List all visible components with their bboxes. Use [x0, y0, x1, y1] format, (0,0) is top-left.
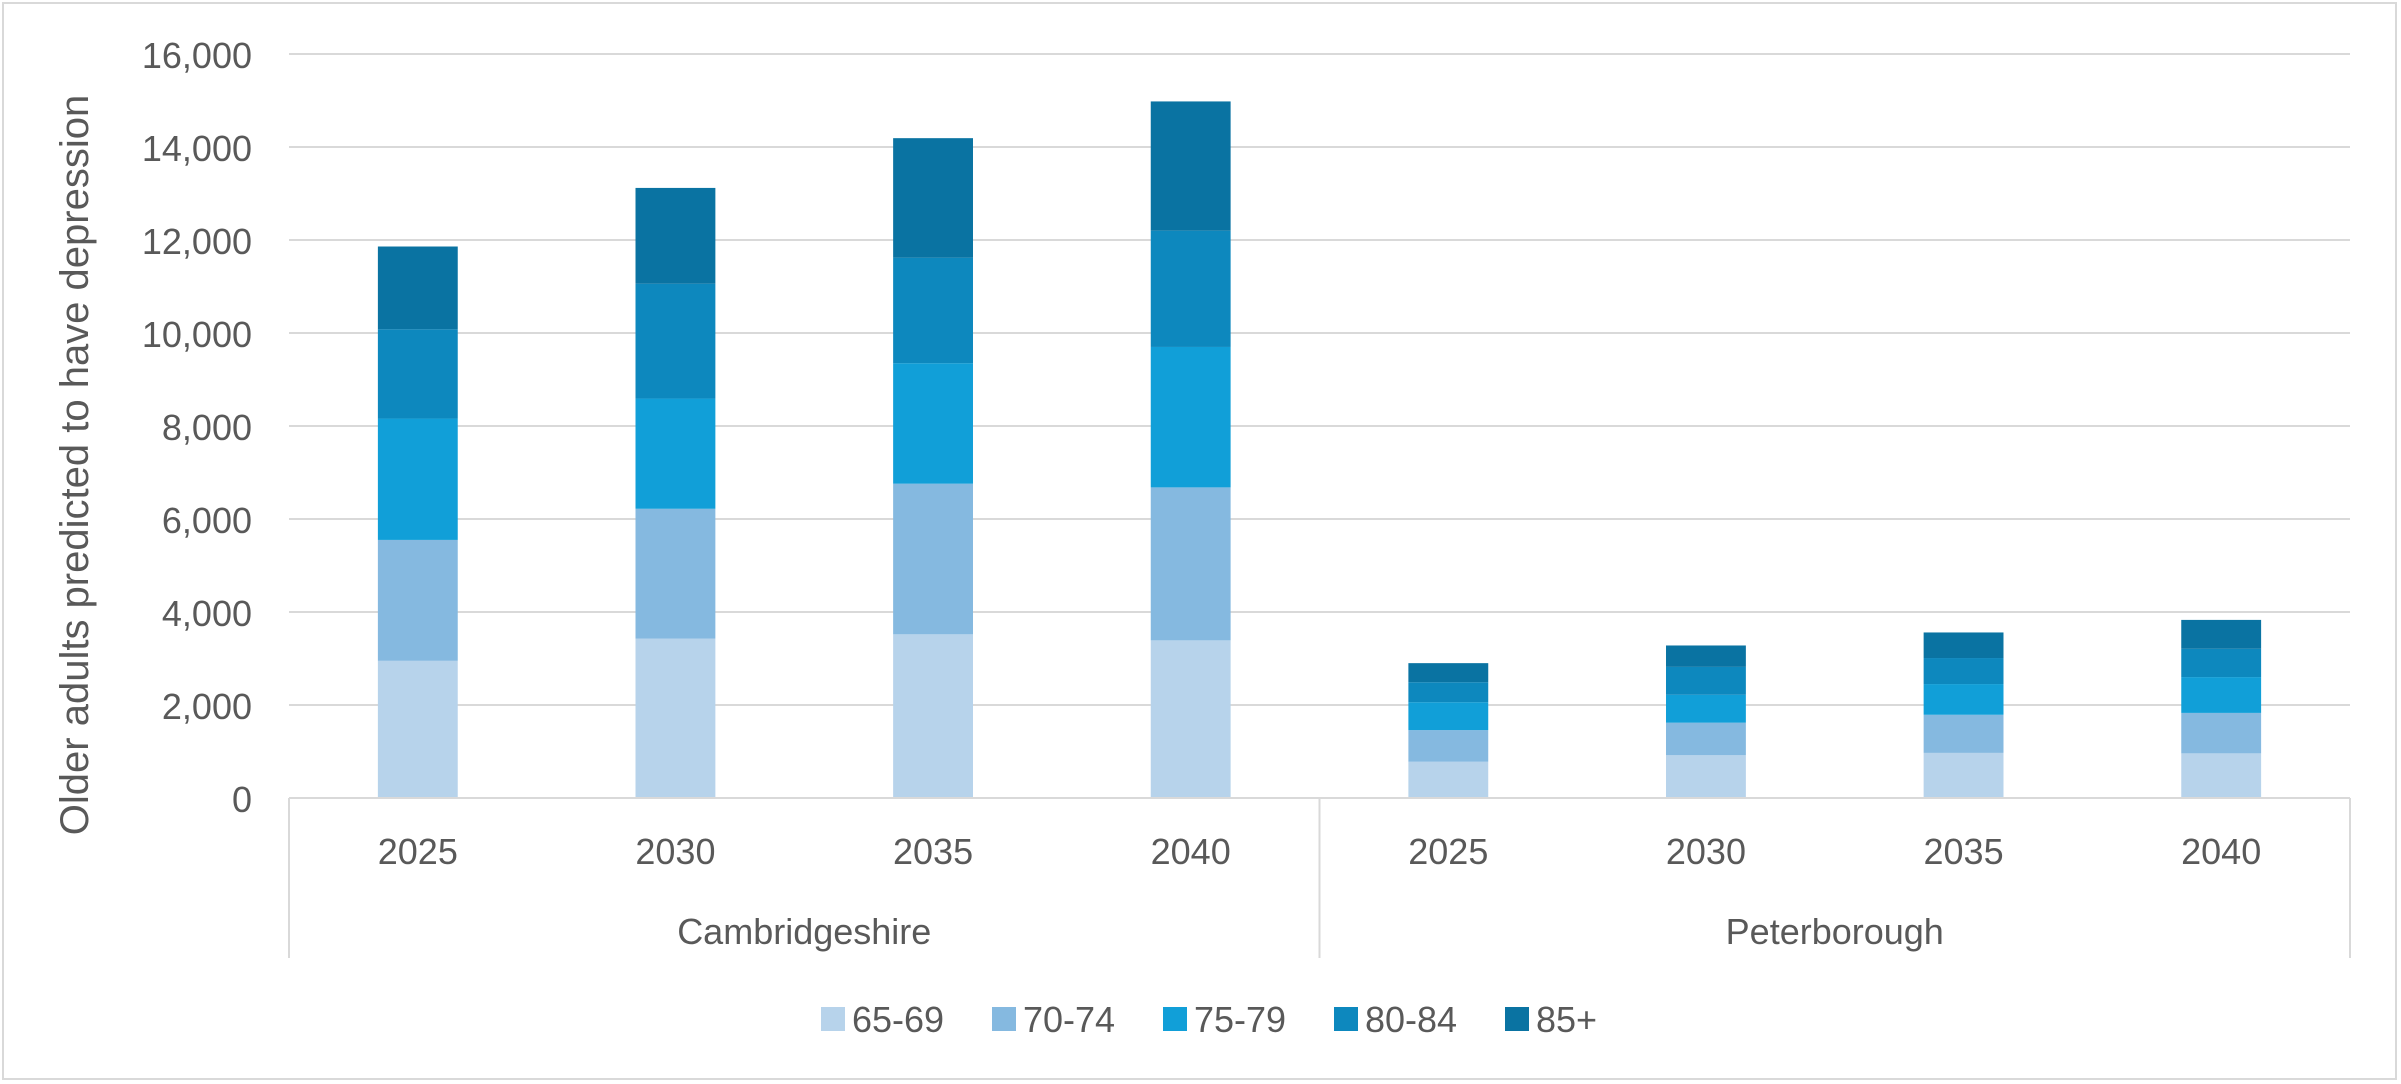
bar-segment [893, 634, 973, 798]
legend-label: 75-79 [1194, 999, 1286, 1040]
y-tick-label: 12,000 [142, 221, 252, 262]
bar-segment [1150, 230, 1231, 347]
bar-segment [2181, 619, 2262, 649]
x-tick-labels: 2025 2030 2035 2040 Cambridgeshire 2025 2030 20… [378, 831, 2261, 952]
legend-swatch [1334, 1007, 1358, 1031]
group-label: Peterborough [1726, 911, 1944, 952]
bar-segment [377, 418, 458, 540]
legend-item: 80-84 [1334, 999, 1457, 1040]
bar-segment [1150, 640, 1231, 798]
legend: 65-69 70-74 75-79 80-84 85+ [821, 999, 1597, 1040]
y-tick-label: 4,000 [162, 593, 252, 634]
group-label: Cambridgeshire [677, 911, 931, 952]
bar-segment [1408, 761, 1489, 798]
y-tick-label: 2,000 [162, 686, 252, 727]
bar-segment [635, 187, 716, 284]
bar-segment [1666, 755, 1746, 798]
bar-segment [2181, 677, 2262, 713]
x-tick-label: 2030 [1666, 831, 1746, 872]
stacked-bar-chart: 0 2,000 4,000 6,000 8,000 10,000 12,000 14,000 1… [53, 35, 2351, 1040]
y-tick-label: 8,000 [162, 407, 252, 448]
legend-item: 70-74 [992, 999, 1115, 1040]
bar-segment [377, 246, 458, 330]
y-tick-label: 16,000 [142, 35, 252, 76]
bar-segment [377, 660, 458, 798]
legend-swatch [1163, 1007, 1187, 1031]
legend-label: 70-74 [1023, 999, 1115, 1040]
legend-label: 65-69 [852, 999, 944, 1040]
bar-segment [1150, 346, 1231, 488]
bar-segment [893, 138, 973, 258]
bar-segment [1408, 702, 1489, 731]
y-tick-label: 0 [232, 779, 252, 820]
x-tick-label: 2040 [1151, 831, 1231, 872]
x-tick-label: 2035 [1924, 831, 2004, 872]
x-tick-label: 2040 [2181, 831, 2261, 872]
x-tick-label: 2035 [893, 831, 973, 872]
bar-segment [377, 329, 458, 419]
bar-segment [893, 363, 973, 484]
bar-segment [2181, 648, 2262, 678]
legend-swatch [992, 1007, 1016, 1031]
bar-segment [377, 539, 458, 661]
legend-swatch [1505, 1007, 1529, 1031]
legend-swatch [821, 1007, 845, 1031]
bar-segment [1923, 714, 2004, 753]
bar-segment [893, 483, 973, 635]
bar-segment [1408, 663, 1489, 683]
legend-label: 80-84 [1365, 999, 1457, 1040]
bar-segment [2181, 712, 2262, 754]
y-tick-labels: 0 2,000 4,000 6,000 8,000 10,000 12,000 14,000 1… [142, 35, 252, 820]
legend-label: 85+ [1536, 999, 1597, 1040]
x-tick-label: 2025 [378, 831, 458, 872]
x-tick-label: 2030 [635, 831, 715, 872]
bar-segment [635, 283, 716, 399]
y-tick-label: 6,000 [162, 500, 252, 541]
x-tick-label: 2025 [1408, 831, 1488, 872]
legend-item: 75-79 [1163, 999, 1286, 1040]
bar-segment [1923, 684, 2004, 715]
bar-segment [1666, 722, 1746, 756]
bar-segment [893, 257, 973, 364]
bar-segment [1923, 752, 2004, 798]
bar-segment [635, 508, 716, 639]
bar-segment [1150, 101, 1231, 231]
bar-segment [1923, 658, 2004, 685]
gridlines [289, 53, 2350, 706]
bar-segment [1666, 694, 1746, 723]
y-tick-label: 10,000 [142, 314, 252, 355]
bar-segment [1666, 645, 1746, 667]
bar-segment [1408, 730, 1489, 762]
bar-segment [1408, 682, 1489, 703]
legend-item: 85+ [1505, 999, 1597, 1040]
bar-segment [1666, 666, 1746, 695]
bar-segment [2181, 753, 2262, 798]
bar-segment [1150, 487, 1231, 641]
bar-segment [635, 638, 716, 798]
bar-segment [1923, 632, 2004, 659]
y-axis-label: Older adults predicted to have depressio… [53, 95, 97, 835]
y-tick-label: 14,000 [142, 128, 252, 169]
bar-segment [635, 398, 716, 509]
axes [288, 797, 2351, 958]
legend-item: 65-69 [821, 999, 944, 1040]
bars [377, 101, 2262, 798]
